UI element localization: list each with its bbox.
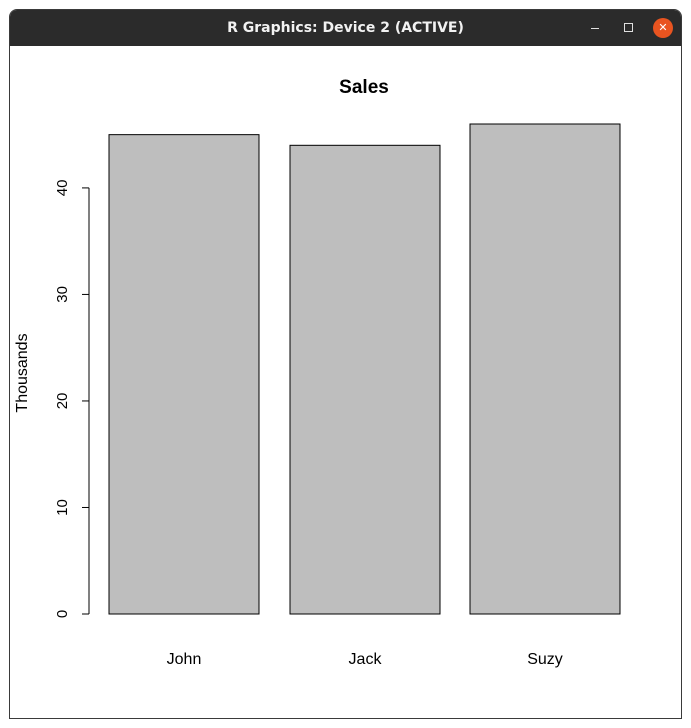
- maximize-icon[interactable]: [619, 18, 639, 38]
- bar-suzy: [469, 123, 621, 615]
- bars-group: [108, 123, 621, 615]
- bar-chart: Sales Thousands 0 10 20 30 40 John Jack Suzy: [14, 77, 621, 668]
- close-icon[interactable]: ✕: [653, 18, 673, 38]
- y-tick-label-20: 20: [54, 393, 71, 410]
- minimize-icon[interactable]: [585, 18, 605, 38]
- x-tick-label-john: John: [167, 651, 202, 668]
- y-axis-label: Thousands: [14, 333, 31, 412]
- x-tick-label-jack: Jack: [349, 651, 383, 668]
- r-graphics-window: R Graphics: Device 2 (ACTIVE) ✕ Sales Th…: [9, 9, 682, 719]
- y-tick-label-40: 40: [54, 180, 71, 197]
- x-tick-label-suzy: Suzy: [527, 651, 563, 668]
- y-tick-label-10: 10: [54, 499, 71, 516]
- bar-john: [108, 134, 260, 615]
- y-tick-label-0: 0: [54, 610, 71, 618]
- window-title: R Graphics: Device 2 (ACTIVE): [227, 20, 464, 36]
- y-axis: 0 10 20 30 40: [54, 180, 90, 618]
- y-tick-label-30: 30: [54, 286, 71, 303]
- chart-title: Sales: [339, 77, 389, 98]
- plot-area: Sales Thousands 0 10 20 30 40 John Jack Suzy: [10, 46, 681, 718]
- close-glyph: ✕: [658, 21, 668, 34]
- title-bar[interactable]: R Graphics: Device 2 (ACTIVE) ✕: [10, 10, 681, 46]
- x-tick-labels: John Jack Suzy: [167, 651, 563, 668]
- bar-jack: [289, 144, 441, 615]
